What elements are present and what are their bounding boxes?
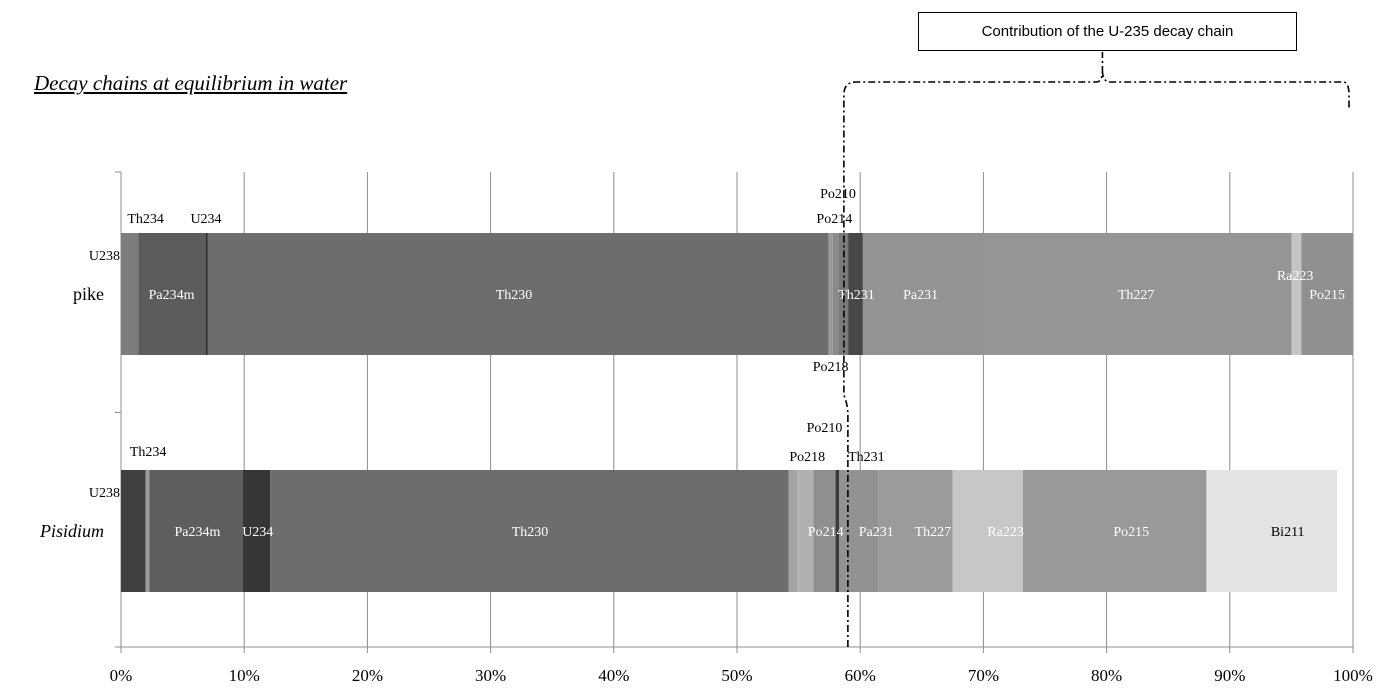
segment-label: Po214 (808, 525, 844, 540)
bar-segment-pa234m (138, 233, 207, 355)
bar-segment-u238 (121, 233, 139, 355)
bar-segment-th231 (835, 470, 840, 592)
segment-label: U238 (89, 249, 120, 264)
segment-label: Bi211 (1271, 525, 1305, 540)
segment-label: U234 (190, 212, 221, 227)
bar-segment-u238 (121, 470, 146, 592)
segment-label: Pa231 (903, 288, 938, 303)
segment-label: Th227 (1118, 288, 1155, 303)
segment-label: Th234 (130, 445, 167, 460)
bar-segment-po210 (838, 233, 849, 355)
x-tick-label: 30% (475, 666, 506, 685)
bar-segment-th227 (878, 470, 953, 592)
chart-title: Decay chains at equilibrium in water (34, 71, 348, 95)
segment-label: Po214 (816, 212, 852, 227)
segment-label: Po215 (1309, 288, 1345, 303)
bar-segment-ra223 (1291, 233, 1302, 355)
bar-segment-po218 (828, 233, 833, 355)
x-tick-label: 40% (598, 666, 629, 685)
segment-label: Po210 (820, 187, 856, 202)
bar-segment-po215 (1301, 233, 1353, 355)
segment-label: Po218 (813, 360, 849, 375)
u235-bracket (843, 52, 1350, 647)
x-tick-label: 10% (229, 666, 260, 685)
bar-segment-po218 (788, 470, 798, 592)
segment-label: U238 (89, 486, 120, 501)
x-tick-label: 70% (968, 666, 999, 685)
bar-segment-th234 (145, 470, 150, 592)
segment-label: U234 (242, 525, 273, 540)
bar-segment-th230 (270, 470, 789, 592)
segment-label: Pa234m (149, 288, 195, 303)
bar-segment-th227 (983, 233, 1292, 355)
bar-segment-u234 (206, 233, 208, 355)
bar-segment-pa234m (149, 470, 243, 592)
segment-label: Th230 (512, 525, 549, 540)
segment-label: Ra223 (1277, 269, 1314, 284)
segment-label: Th227 (915, 525, 952, 540)
segment-label: Po218 (789, 450, 825, 465)
x-tick-label: 100% (1333, 666, 1373, 685)
u235-annotation-box: Contribution of the U-235 decay chain (918, 12, 1297, 51)
segment-label: Th230 (496, 288, 533, 303)
bar-segment-po214 (797, 470, 814, 592)
segment-label: Po215 (1113, 525, 1149, 540)
segment-label: Th234 (127, 212, 164, 227)
bar-segment-po215 (1022, 470, 1207, 592)
bar-segment-bi211 (1206, 470, 1337, 592)
segment-label: Th231 (838, 288, 875, 303)
x-tick-label: 90% (1214, 666, 1245, 685)
bar-segment-u234 (242, 470, 271, 592)
bar-segment-th231 (848, 233, 863, 355)
bar-segment-th230 (207, 233, 829, 355)
segment-label: Ra223 (987, 525, 1024, 540)
bar-segment-pa231 (839, 470, 879, 592)
x-tick-label: 80% (1091, 666, 1122, 685)
segment-label: Pa234m (174, 525, 220, 540)
segment-label: Pa231 (859, 525, 894, 540)
bar-segment-po210 (813, 470, 836, 592)
segment-label: Th231 (848, 450, 885, 465)
segment-label: Po210 (807, 421, 843, 436)
x-tick-label: 60% (845, 666, 876, 685)
x-tick-label: 50% (721, 666, 752, 685)
bar-segment-ra223 (952, 470, 1023, 592)
category-label: pike (73, 284, 104, 304)
category-label: Pisidium (39, 521, 104, 541)
x-tick-label: 20% (352, 666, 383, 685)
bar-segment-pa231 (862, 233, 984, 355)
bar-segment-po214 (832, 233, 839, 355)
x-tick-label: 0% (110, 666, 133, 685)
